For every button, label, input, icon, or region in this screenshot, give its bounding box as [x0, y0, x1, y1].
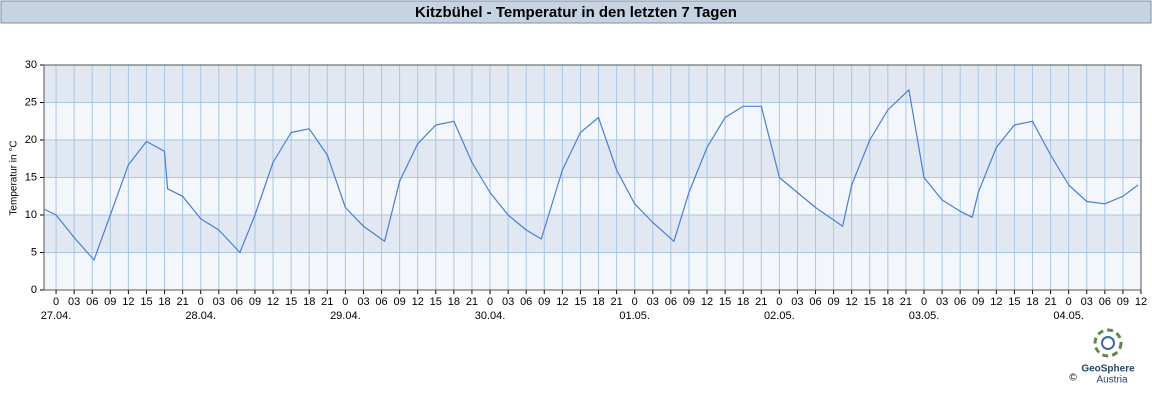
- x-tick-label: 15: [719, 296, 731, 308]
- x-tick-label: 03: [357, 296, 369, 308]
- x-tick-label: 12: [701, 296, 713, 308]
- date-label: 03.05.: [909, 310, 940, 322]
- x-tick-label: 12: [1135, 296, 1147, 308]
- y-axis-label: Temperatur in °C: [9, 140, 20, 215]
- date-label: 02.05.: [764, 310, 795, 322]
- x-tick-label: 18: [158, 296, 170, 308]
- x-tick-label: 09: [827, 296, 839, 308]
- plot-frame: [43, 64, 1142, 291]
- x-tick-label: 03: [1081, 296, 1093, 308]
- x-tick-label: 12: [990, 296, 1002, 308]
- x-tick-label: 15: [430, 296, 442, 308]
- x-tick-label: 15: [285, 296, 297, 308]
- grid-band: [44, 177, 1141, 215]
- x-tick-label: 15: [574, 296, 586, 308]
- grid-band: [44, 140, 1141, 178]
- x-tick-label: 09: [972, 296, 984, 308]
- y-tick-label: 5: [31, 246, 37, 258]
- x-tick-label: 0: [342, 296, 348, 308]
- logo-name: GeoSphere: [1081, 364, 1135, 375]
- grid-band: [44, 102, 1141, 140]
- x-tick-label: 03: [936, 296, 948, 308]
- x-tick-label: 06: [1099, 296, 1111, 308]
- x-tick-label: 21: [900, 296, 912, 308]
- x-tick-label: 0: [198, 296, 204, 308]
- x-tick-label: 06: [86, 296, 98, 308]
- grid-band: [44, 65, 1141, 103]
- x-tick-label: 06: [954, 296, 966, 308]
- x-tick-label: 09: [538, 296, 550, 308]
- x-tick-label: 21: [1044, 296, 1056, 308]
- x-tick-label: 12: [846, 296, 858, 308]
- x-tick-label: 03: [647, 296, 659, 308]
- x-tick-label: 18: [448, 296, 460, 308]
- x-tick-label: 21: [610, 296, 622, 308]
- x-tick-label: 0: [1066, 296, 1072, 308]
- x-tick-label: 03: [213, 296, 225, 308]
- x-tick-label: 03: [68, 296, 80, 308]
- x-tick-label: 21: [755, 296, 767, 308]
- x-tick-label: 15: [864, 296, 876, 308]
- date-label: 30.04.: [475, 310, 506, 322]
- y-tick-label: 0: [31, 284, 37, 296]
- date-label: 29.04.: [330, 310, 361, 322]
- x-tick-label: 06: [520, 296, 532, 308]
- x-tick-label: 09: [1117, 296, 1129, 308]
- date-label: 27.04.: [41, 310, 72, 322]
- x-tick-label: 21: [466, 296, 478, 308]
- x-tick-label: 06: [809, 296, 821, 308]
- x-tick-label: 21: [321, 296, 333, 308]
- x-tick-label: 18: [882, 296, 894, 308]
- x-tick-label: 0: [921, 296, 927, 308]
- title-bar: [0, 0, 1152, 24]
- grid-band: [44, 252, 1141, 290]
- x-tick-label: 15: [140, 296, 152, 308]
- x-tick-label: 09: [393, 296, 405, 308]
- x-tick-label: 0: [776, 296, 782, 308]
- x-tick-label: 03: [502, 296, 514, 308]
- x-tick-label: 0: [53, 296, 59, 308]
- chart-title: Kitzbühel - Temperatur in den letzten 7 …: [415, 4, 737, 21]
- x-tick-label: 12: [267, 296, 279, 308]
- x-tick-label: 09: [249, 296, 261, 308]
- logo: GeoSphere Austria ©: [1069, 328, 1135, 386]
- x-tick-label: 06: [231, 296, 243, 308]
- y-tick-label: 15: [25, 171, 37, 183]
- logo-sub: Austria: [1096, 375, 1128, 386]
- x-tick-label: 15: [1008, 296, 1020, 308]
- x-tick-label: 0: [632, 296, 638, 308]
- temperature-line: [43, 89, 1139, 261]
- copyright: ©: [1069, 373, 1077, 384]
- x-tick-label: 0: [487, 296, 493, 308]
- date-label: 01.05.: [619, 310, 650, 322]
- logo-icon: [1101, 336, 1115, 350]
- x-tick-label: 06: [375, 296, 387, 308]
- x-tick-label: 03: [791, 296, 803, 308]
- x-tick-label: 18: [1026, 296, 1038, 308]
- x-tick-label: 21: [177, 296, 189, 308]
- y-tick-label: 30: [25, 59, 37, 71]
- grid-band: [44, 215, 1141, 253]
- x-tick-label: 18: [592, 296, 604, 308]
- x-tick-label: 09: [683, 296, 695, 308]
- x-tick-label: 18: [737, 296, 749, 308]
- date-label: 28.04.: [185, 310, 216, 322]
- x-tick-label: 18: [303, 296, 315, 308]
- y-tick-label: 10: [25, 209, 37, 221]
- date-label: 04.05.: [1053, 310, 1084, 322]
- logo-icon: [1093, 328, 1123, 358]
- y-tick-label: 20: [25, 134, 37, 146]
- y-tick-label: 25: [25, 96, 37, 108]
- x-tick-label: 06: [665, 296, 677, 308]
- x-tick-label: 12: [122, 296, 134, 308]
- x-tick-label: 09: [104, 296, 116, 308]
- x-tick-label: 12: [556, 296, 568, 308]
- x-tick-label: 12: [412, 296, 424, 308]
